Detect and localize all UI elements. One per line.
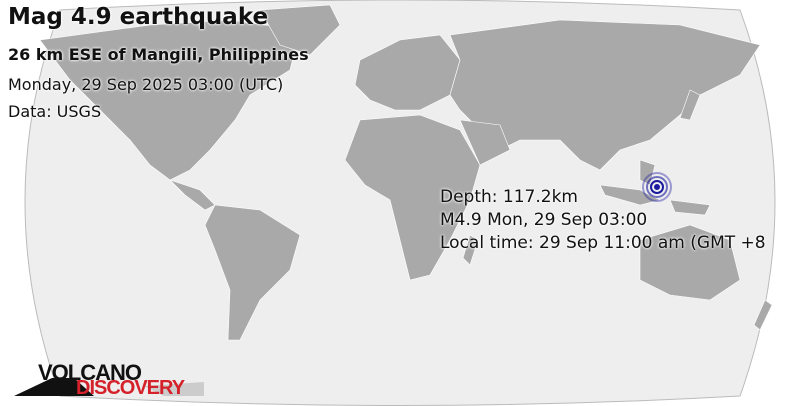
location-text: 26 km ESE of Mangili, Philippines bbox=[8, 45, 309, 64]
volcano-icon bbox=[14, 378, 204, 396]
logo-text-discovery: DISCOVERY bbox=[76, 377, 185, 399]
local-time-text: Local time: 29 Sep 11:00 am (GMT +8 bbox=[440, 233, 766, 253]
logo-text-volcano: VOLCANO bbox=[38, 360, 142, 385]
magnitude-text: M4.9 Mon, 29 Sep 03:00 bbox=[440, 210, 648, 230]
source-text: Data: USGS bbox=[8, 102, 102, 121]
epicenter-rings-icon[interactable] bbox=[642, 172, 672, 202]
land bbox=[39, 4, 773, 341]
page-title: Mag 4.9 earthquake bbox=[8, 4, 269, 30]
datetime-text: Monday, 29 Sep 2025 03:00 (UTC) bbox=[8, 75, 284, 94]
depth-text: Depth: 117.2km bbox=[440, 187, 578, 207]
volcanodiscovery-logo[interactable]: VOLCANO DISCOVERY bbox=[14, 360, 204, 400]
